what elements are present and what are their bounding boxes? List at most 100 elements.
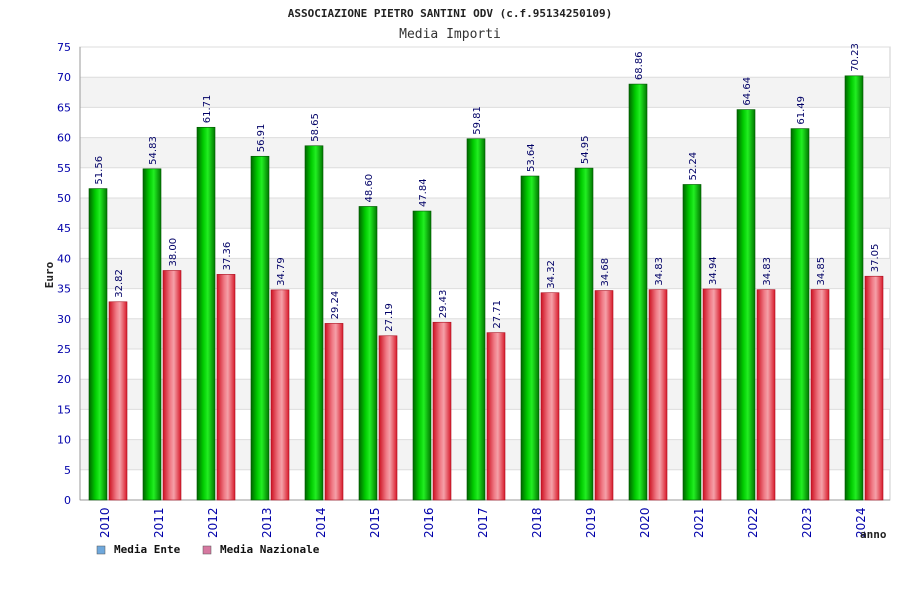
data-label: 64.64 (742, 77, 753, 106)
bar-media-nazionale (810, 289, 830, 501)
x-tick-label: 2014 (314, 507, 328, 538)
bars (88, 75, 884, 501)
y-tick-label: 30 (57, 313, 71, 326)
x-tick-label: 2017 (476, 507, 490, 538)
bar-media-ente (520, 175, 540, 501)
data-label: 52.24 (688, 152, 699, 181)
data-label: 56.91 (256, 124, 267, 153)
bar-media-ente (304, 145, 324, 501)
bar-media-nazionale (486, 332, 506, 501)
y-tick-label: 65 (57, 101, 71, 114)
x-tick-label: 2019 (584, 507, 598, 538)
data-label: 48.60 (364, 174, 375, 203)
bar-media-ente (466, 138, 486, 501)
y-axis-ticks: 0 5 10 15 20 25 30 35 40 45 50 55 60 65 70 75 (57, 41, 71, 507)
chart-subtitle: Media Importi (399, 27, 501, 42)
y-tick-label: 55 (57, 162, 71, 175)
data-label: 58.65 (310, 113, 321, 142)
data-label: 61.71 (202, 95, 213, 124)
y-tick-label: 10 (57, 434, 71, 447)
y-tick-label: 50 (57, 192, 71, 205)
data-label: 54.83 (148, 136, 159, 165)
bar-media-nazionale (378, 335, 398, 501)
data-label: 34.94 (708, 256, 719, 285)
data-label: 34.85 (816, 257, 827, 286)
x-axis-label: anno (860, 528, 887, 541)
x-tick-label: 2015 (368, 507, 382, 538)
y-tick-label: 35 (57, 283, 71, 296)
x-tick-label: 2021 (692, 507, 706, 538)
data-label: 37.36 (222, 242, 233, 271)
data-label: 27.19 (384, 303, 395, 332)
data-label: 32.82 (114, 269, 125, 298)
y-tick-label: 5 (64, 464, 71, 477)
x-tick-label: 2013 (260, 507, 274, 538)
bar-media-ente (844, 75, 864, 501)
data-label: 59.81 (472, 106, 483, 135)
bar-media-ente (250, 155, 270, 501)
data-label: 27.71 (492, 300, 503, 329)
data-label: 68.86 (634, 51, 645, 80)
data-label: 34.68 (600, 258, 611, 287)
legend-label: Media Ente (114, 543, 181, 556)
data-label: 47.84 (418, 178, 429, 207)
bar-media-nazionale (702, 288, 722, 501)
bar-media-ente (790, 128, 810, 501)
data-label: 29.24 (330, 291, 341, 320)
bar-media-nazionale (756, 289, 776, 501)
x-tick-label: 2020 (638, 507, 652, 538)
y-tick-label: 45 (57, 222, 71, 235)
y-tick-label: 20 (57, 373, 71, 386)
bar-media-nazionale (324, 323, 344, 501)
bar-media-ente (196, 126, 216, 501)
bar-media-nazionale (540, 292, 560, 501)
bar-media-nazionale (270, 289, 290, 501)
bar-media-nazionale (594, 290, 614, 501)
data-label: 70.23 (850, 43, 861, 72)
data-label: 61.49 (796, 96, 807, 125)
x-axis-ticks: 2010 2011 2012 2013 2014 2015 2016 2017 2018 2019… (98, 507, 868, 538)
bar-media-nazionale (216, 274, 236, 501)
bar-media-nazionale (864, 275, 884, 501)
y-tick-label: 15 (57, 403, 71, 416)
chart-title: ASSOCIAZIONE PIETRO SANTINI ODV (c.f.951… (288, 7, 613, 20)
bar-media-ente (682, 184, 702, 501)
y-tick-label: 25 (57, 343, 71, 356)
bar-media-ente (628, 83, 648, 501)
x-tick-label: 2010 (98, 507, 112, 538)
y-axis-label: Euro (43, 261, 56, 288)
bar-media-ente (736, 109, 756, 501)
grid-band (80, 77, 890, 108)
bar-media-nazionale (432, 321, 452, 501)
legend-label: Media Nazionale (220, 543, 320, 556)
x-tick-label: 2018 (530, 507, 544, 538)
y-tick-label: 70 (57, 71, 71, 84)
data-label: 34.83 (654, 257, 665, 286)
data-label: 34.79 (276, 257, 287, 286)
x-tick-label: 2016 (422, 507, 436, 538)
legend: Media Ente Media Nazionale (96, 543, 320, 556)
bar-media-ente (88, 188, 108, 501)
x-tick-label: 2011 (152, 507, 166, 538)
y-tick-label: 60 (57, 132, 71, 145)
data-label: 54.95 (580, 135, 591, 164)
y-tick-label: 75 (57, 41, 71, 54)
data-label: 37.05 (870, 244, 881, 273)
bar-media-ente (142, 168, 162, 501)
bar-media-ente (358, 206, 378, 501)
data-label: 38.00 (168, 238, 179, 267)
x-tick-label: 2022 (746, 507, 760, 538)
y-tick-label: 0 (64, 494, 71, 507)
data-label: 51.56 (94, 156, 105, 185)
bar-media-nazionale (162, 270, 182, 501)
x-tick-label: 2023 (800, 507, 814, 538)
legend-swatch (202, 545, 212, 555)
data-label: 34.32 (546, 260, 557, 289)
data-label: 29.43 (438, 290, 449, 319)
bar-media-nazionale (648, 289, 668, 501)
x-tick-label: 2024 (854, 507, 868, 538)
y-tick-label: 40 (57, 252, 71, 265)
data-label: 53.64 (526, 143, 537, 172)
bar-media-ente (412, 210, 432, 501)
